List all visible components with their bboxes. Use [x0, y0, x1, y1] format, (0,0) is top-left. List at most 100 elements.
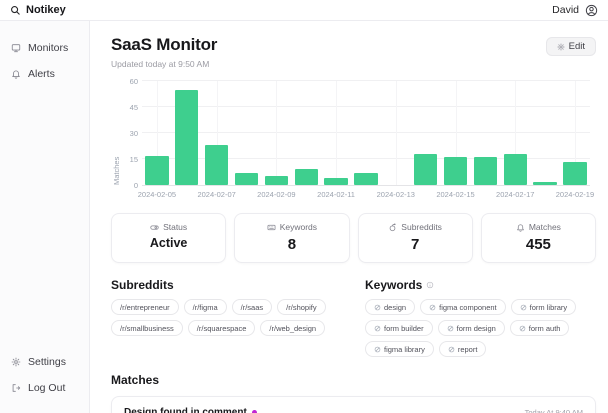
gridline: [142, 132, 590, 133]
bar-2024-02-08[interactable]: [234, 172, 259, 185]
sidebar-nav: Monitors Alerts: [0, 35, 89, 87]
gear-icon: [11, 357, 21, 367]
gridline-vertical: [395, 81, 397, 185]
subreddit-tag[interactable]: /r/squarespace: [187, 320, 256, 336]
keyword-tag[interactable]: design: [365, 299, 416, 315]
user-menu[interactable]: David: [552, 4, 598, 17]
subreddit-tag[interactable]: /r/web_design: [260, 320, 326, 336]
main-content: SaaS Monitor Updated today at 9:50 AM Ed…: [91, 21, 608, 413]
stat-card-subreddits: Subreddits 7: [357, 213, 473, 263]
notikey-logo-icon: [10, 5, 21, 16]
x-tick-slot: 2024-02-15: [436, 190, 474, 200]
keyword-tag[interactable]: form builder: [365, 320, 433, 336]
toggle-icon: [150, 223, 159, 232]
gridline: [142, 106, 590, 107]
bar-2024-02-10[interactable]: [294, 169, 318, 185]
keyword-tag[interactable]: figma component: [420, 299, 506, 315]
bar-2024-02-19[interactable]: [563, 162, 587, 185]
subreddit-tag[interactable]: /r/smallbusiness: [111, 320, 183, 336]
brand: Notikey: [10, 4, 66, 16]
y-tick-label: 30: [129, 128, 138, 138]
bar-2024-02-17[interactable]: [503, 153, 527, 185]
x-tick-slot: 2024-02-19: [556, 190, 594, 200]
stat-label: Matches: [486, 222, 591, 232]
sidebar-item-monitors[interactable]: Monitors: [0, 35, 89, 61]
gridline-vertical: [574, 81, 576, 185]
gear-icon: [557, 43, 565, 51]
info-icon: [426, 281, 434, 289]
bar-2024-02-16[interactable]: [473, 157, 498, 185]
x-tick-slot: 2024-02-07: [197, 190, 235, 200]
bar-slot: [381, 81, 411, 185]
x-tick-label: 2024-02-11: [317, 190, 355, 199]
bar-slot: [351, 81, 381, 185]
keyword-tag-label: form builder: [384, 323, 424, 333]
x-tick-label: 2024-02-05: [137, 190, 177, 199]
gridline-vertical: [156, 81, 158, 185]
keyword-tag[interactable]: form library: [510, 299, 577, 315]
x-tick-slot: 2024-02-09: [257, 190, 295, 200]
slash-circle-icon: [447, 325, 454, 332]
subreddit-tag[interactable]: /r/figma: [183, 299, 227, 315]
bell-icon: [11, 69, 21, 79]
keyword-tag-label: figma component: [439, 302, 497, 312]
chart-plot-area: [142, 80, 590, 186]
stat-card-matches: Matches 455: [480, 213, 596, 263]
subreddit-tag[interactable]: /r/saas: [231, 299, 273, 315]
slash-circle-icon: [374, 346, 381, 353]
match-title: Design found in comment: [124, 407, 257, 413]
subreddit-tag[interactable]: /r/entrepreneur: [111, 299, 179, 315]
subreddit-tag-label: /r/figma: [192, 302, 218, 312]
bar-2024-02-07[interactable]: [205, 145, 229, 185]
bar-slot: [411, 81, 441, 185]
keyword-tag[interactable]: report: [438, 341, 487, 357]
stat-label: Keywords: [239, 222, 344, 232]
y-tick-label: 60: [129, 76, 138, 86]
matches-heading: Matches: [111, 373, 160, 387]
sidebar-item-log-out[interactable]: Log Out: [0, 375, 89, 401]
match-timestamp: Today At 9:40 AM: [524, 408, 583, 413]
bar-2024-02-05[interactable]: [145, 155, 169, 185]
logout-icon: [11, 383, 21, 393]
keyword-tag-label: design: [384, 302, 407, 312]
bar-2024-02-12[interactable]: [354, 172, 378, 185]
bar-slot: [142, 81, 172, 185]
edit-button[interactable]: Edit: [545, 37, 596, 56]
bar-2024-02-06[interactable]: [175, 89, 199, 185]
gridline-vertical: [216, 81, 218, 185]
bar-2024-02-11[interactable]: [324, 178, 348, 185]
keyword-tag[interactable]: form design: [437, 320, 505, 336]
keyword-tag-label: form library: [529, 302, 568, 312]
bell-icon: [516, 223, 525, 232]
subreddit-tag-label: /r/shopify: [286, 302, 317, 312]
match-card: Design found in comment Today At 9:40 AM…: [111, 396, 596, 413]
stat-card-status: Status Active: [111, 213, 227, 263]
subreddit-tag[interactable]: /r/shopify: [277, 299, 326, 315]
sidebar-item-alerts[interactable]: Alerts: [0, 61, 89, 87]
x-tick-label: 2024-02-07: [197, 190, 236, 199]
bar-slot: [261, 81, 291, 185]
bar-2024-02-09[interactable]: [264, 176, 288, 185]
gridline: [142, 158, 590, 159]
stat-value: Active: [149, 236, 188, 250]
top-bar: Notikey David: [0, 0, 608, 21]
subreddit-tag-label: /r/squarespace: [196, 323, 247, 333]
sidebar-item-label: Monitors: [28, 42, 69, 54]
stat-value: 8: [287, 236, 297, 253]
sidebar-item-label: Alerts: [28, 68, 55, 80]
bar-2024-02-18[interactable]: [533, 181, 557, 185]
updated-timestamp: Updated today at 9:50 AM: [111, 59, 210, 69]
keyword-tag[interactable]: figma library: [365, 341, 434, 357]
x-tick-slot: 2024-02-05: [138, 190, 176, 200]
stat-label-text: Matches: [528, 222, 561, 232]
stat-value: 7: [410, 236, 420, 253]
gridline-vertical: [276, 81, 278, 185]
sidebar-item-settings[interactable]: Settings: [0, 349, 89, 375]
keyword-tag[interactable]: form auth: [509, 320, 570, 336]
bar-2024-02-14[interactable]: [414, 153, 438, 185]
stat-label: Status: [116, 222, 221, 232]
bar-slot: [500, 81, 530, 185]
bar-slot: [291, 81, 321, 185]
slash-circle-icon: [374, 304, 381, 311]
bar-2024-02-15[interactable]: [443, 157, 468, 185]
